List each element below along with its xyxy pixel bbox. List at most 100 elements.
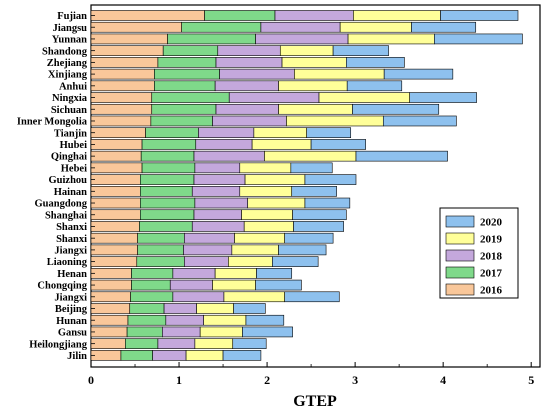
bars-group <box>90 10 523 361</box>
bar-2018-12 <box>193 150 265 162</box>
legend-swatch-2016 <box>445 283 475 296</box>
bar-2017-7 <box>151 92 230 103</box>
bar-2018-19 <box>184 232 235 244</box>
bar-2019-6 <box>278 80 348 92</box>
x-tick-label: 5 <box>528 373 534 387</box>
bar-2017-1 <box>181 21 262 33</box>
bar-2016-7 <box>90 92 153 103</box>
bar-2019-7 <box>318 92 411 103</box>
category-label: Chongqing <box>37 281 87 292</box>
bar-2019-21 <box>228 256 273 267</box>
x-tick-label: 3 <box>352 373 358 387</box>
category-label: Shanxi <box>56 222 87 233</box>
category-label: Qinghai <box>51 152 87 163</box>
bar-2018-5 <box>219 68 295 80</box>
bar-2016-21 <box>90 256 138 267</box>
category-label: Gansu <box>58 328 87 339</box>
bar-2016-16 <box>90 197 141 209</box>
bar-2019-29 <box>185 350 224 361</box>
category-label: Xinjiang <box>48 70 88 81</box>
bar-2017-20 <box>137 244 184 256</box>
bar-2020-9 <box>382 115 457 127</box>
category-label: Guizhou <box>48 175 87 186</box>
bar-2017-22 <box>131 268 174 279</box>
bar-2020-26 <box>245 314 285 326</box>
bar-2018-14 <box>193 174 246 185</box>
x-tick-label: 2 <box>264 373 270 387</box>
category-label: Hubei <box>60 140 88 151</box>
bar-2017-19 <box>137 232 185 244</box>
bar-2019-1 <box>339 21 412 33</box>
bar-2019-9 <box>286 115 384 127</box>
bar-2020-29 <box>222 350 262 361</box>
bar-2019-15 <box>239 186 293 197</box>
bar-2018-6 <box>214 80 279 92</box>
bar-2020-23 <box>255 279 302 291</box>
bar-2016-1 <box>90 21 182 33</box>
category-label: Hainan <box>54 187 87 198</box>
bar-2019-5 <box>294 68 385 80</box>
bar-2017-0 <box>204 10 276 21</box>
bar-2017-11 <box>141 139 197 150</box>
bar-2017-4 <box>157 57 217 68</box>
bar-2020-24 <box>284 291 340 303</box>
bar-2018-26 <box>165 314 204 326</box>
bar-2016-14 <box>90 174 141 185</box>
bar-2019-8 <box>278 103 353 115</box>
category-labels: FujianJiangsuYunnanShandongZhejiangXinji… <box>17 11 95 362</box>
bar-2019-20 <box>231 244 279 256</box>
bar-2018-0 <box>274 10 354 21</box>
bar-2018-17 <box>193 209 242 221</box>
category-label: Henan <box>57 269 87 280</box>
bar-2020-21 <box>272 256 319 267</box>
bar-2018-4 <box>215 57 283 68</box>
bar-2017-18 <box>139 221 193 232</box>
bar-2019-23 <box>212 279 256 291</box>
bar-2016-27 <box>90 326 128 338</box>
bar-2016-5 <box>90 68 155 80</box>
bar-2016-4 <box>90 57 159 68</box>
bar-2018-15 <box>191 186 241 197</box>
bar-2017-25 <box>129 303 165 314</box>
bar-2018-1 <box>260 21 341 33</box>
bar-2017-21 <box>136 256 185 267</box>
bar-2017-24 <box>130 291 174 303</box>
bar-2020-14 <box>304 174 357 185</box>
bar-2019-2 <box>347 33 435 45</box>
bar-2017-3 <box>162 45 219 56</box>
bar-2018-3 <box>217 45 281 56</box>
category-label: Beijing <box>55 304 88 315</box>
x-axis: 0 1 2 3 4 5 <box>88 362 534 387</box>
bar-2018-29 <box>152 350 187 361</box>
legend-swatch-2017 <box>445 266 475 279</box>
bar-2018-21 <box>184 256 229 267</box>
bar-2018-8 <box>215 103 279 115</box>
bar-2018-9 <box>212 115 287 127</box>
bar-2016-11 <box>90 139 143 150</box>
bar-2018-11 <box>195 139 253 150</box>
bar-2020-12 <box>355 150 448 162</box>
bar-2016-28 <box>90 338 126 349</box>
bar-2018-22 <box>172 268 216 279</box>
category-label: Sichuan <box>51 105 87 116</box>
bar-2018-16 <box>194 197 249 209</box>
bar-2018-25 <box>163 303 197 314</box>
category-label: Jilin <box>67 351 87 362</box>
category-label: Shandong <box>42 46 88 57</box>
bar-2017-13 <box>141 162 196 174</box>
category-label: Jiangxi <box>54 246 87 257</box>
legend-label-2019: 2019 <box>480 234 503 246</box>
category-label: Zhejiang <box>47 58 88 69</box>
bar-2020-3 <box>332 45 389 56</box>
bar-2020-20 <box>278 244 327 256</box>
bar-2020-7 <box>409 92 477 103</box>
bar-2016-15 <box>90 186 141 197</box>
legend-label-2020: 2020 <box>480 217 503 229</box>
category-label: Ningxia <box>52 93 88 104</box>
bar-2019-0 <box>353 10 441 21</box>
bar-2019-22 <box>214 268 257 279</box>
bar-2019-25 <box>196 303 234 314</box>
bar-2018-2 <box>255 33 349 45</box>
bar-2016-13 <box>90 162 143 174</box>
bar-2016-19 <box>90 232 138 244</box>
